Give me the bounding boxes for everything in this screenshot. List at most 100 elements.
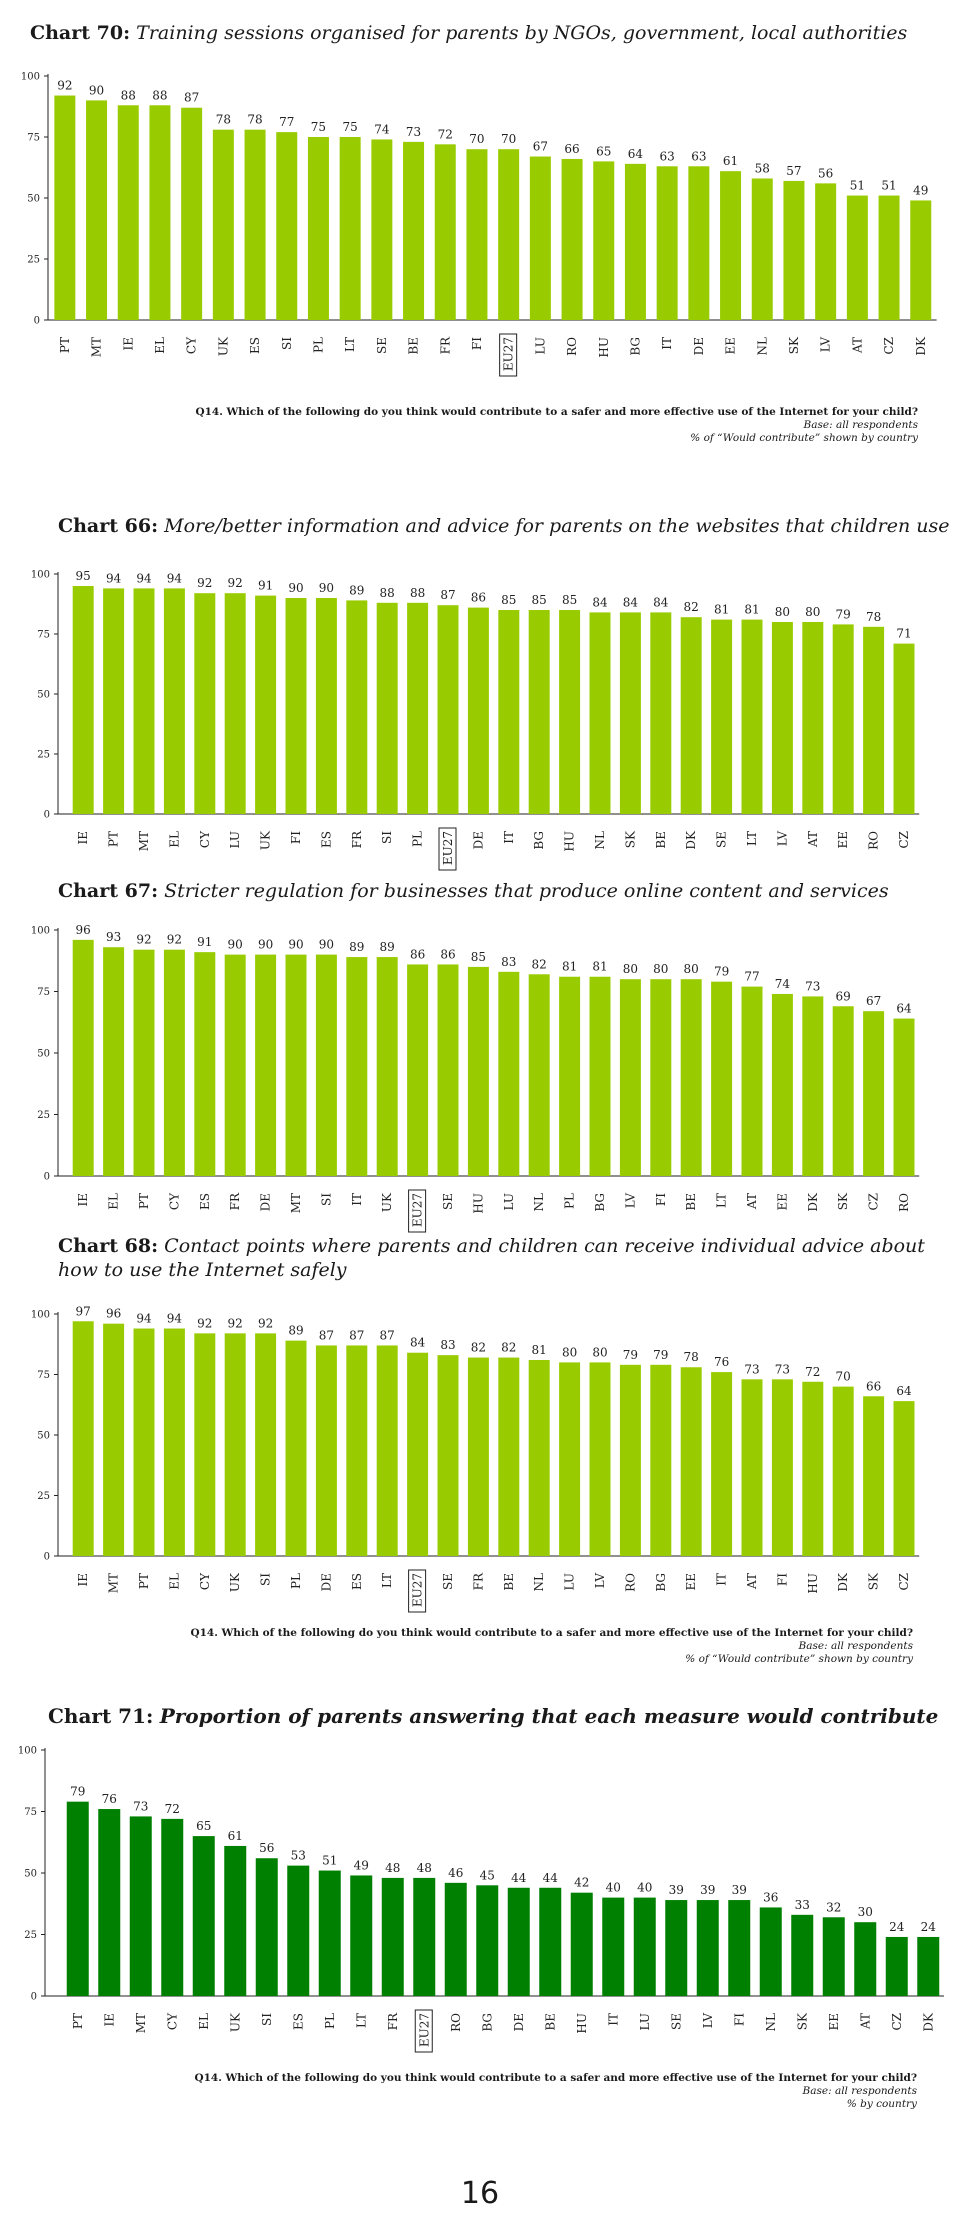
data-label: 90 bbox=[288, 938, 303, 952]
data-label: 85 bbox=[471, 950, 486, 964]
data-label: 69 bbox=[836, 989, 851, 1003]
data-label: 84 bbox=[623, 595, 639, 609]
category-label-group: AT bbox=[858, 2013, 872, 2030]
bar bbox=[593, 161, 615, 320]
bar bbox=[437, 964, 459, 1176]
category-label-group: CZ bbox=[897, 831, 911, 849]
x-tick-label: LU bbox=[502, 1193, 516, 1210]
category-label-group: MT bbox=[107, 1573, 121, 1593]
data-label: 40 bbox=[606, 1881, 621, 1895]
x-tick-label: EE bbox=[836, 831, 850, 849]
bar bbox=[656, 166, 678, 320]
category-label-group: SI bbox=[319, 1193, 333, 1206]
category-label-group: DK bbox=[806, 1192, 820, 1212]
x-tick-label: PT bbox=[137, 1193, 151, 1209]
data-label: 84 bbox=[410, 1336, 426, 1350]
category-label-group: FR bbox=[228, 1192, 242, 1210]
chart-title: Chart 70: Training sessions organised fo… bbox=[30, 22, 907, 44]
x-tick-label: SK bbox=[867, 1572, 881, 1590]
x-tick-label: ES bbox=[248, 337, 262, 354]
bar bbox=[680, 1367, 702, 1556]
bar bbox=[163, 588, 185, 814]
category-label-group: LT bbox=[354, 2013, 368, 2028]
data-label: 82 bbox=[532, 957, 547, 971]
bar bbox=[339, 137, 361, 320]
bar bbox=[619, 979, 641, 1176]
x-tick-label: SI bbox=[280, 337, 294, 350]
data-label: 58 bbox=[755, 161, 770, 175]
x-tick-label: LV bbox=[701, 2013, 715, 2029]
x-tick-label: LT bbox=[354, 2013, 368, 2028]
data-label: 85 bbox=[501, 593, 516, 607]
x-tick-label: EU27 bbox=[417, 2013, 431, 2047]
data-label: 64 bbox=[628, 147, 644, 161]
category-label-group: EU27 bbox=[408, 1189, 427, 1233]
x-tick-label: SI bbox=[319, 1193, 333, 1206]
data-label: 84 bbox=[592, 595, 608, 609]
y-tick-label: 75 bbox=[37, 630, 50, 641]
bar bbox=[539, 1887, 562, 1996]
data-label: 80 bbox=[623, 962, 638, 976]
data-label: 39 bbox=[669, 1883, 684, 1897]
bar bbox=[528, 1359, 550, 1556]
category-label-group: PL bbox=[311, 337, 325, 353]
bar bbox=[467, 607, 489, 814]
data-label: 83 bbox=[501, 955, 516, 969]
data-label: 66 bbox=[866, 1379, 881, 1393]
category-label-group: CZ bbox=[867, 1193, 881, 1211]
x-tick-label: SE bbox=[375, 337, 389, 354]
data-label: 90 bbox=[258, 938, 273, 952]
x-tick-label: EE bbox=[684, 1573, 698, 1591]
bar bbox=[910, 200, 932, 320]
category-label-group: BG bbox=[654, 1573, 668, 1592]
data-label: 92 bbox=[57, 79, 72, 93]
y-tick-label: 75 bbox=[37, 987, 50, 998]
x-tick-label: LT bbox=[343, 337, 357, 352]
bar bbox=[570, 1892, 593, 1996]
x-tick-label: MT bbox=[134, 2013, 148, 2033]
data-label: 66 bbox=[564, 142, 579, 156]
category-label-group: ES bbox=[291, 2013, 305, 2030]
x-tick-label: BE bbox=[543, 2013, 557, 2031]
category-label-group: SI bbox=[259, 1573, 273, 1586]
bar bbox=[163, 949, 185, 1176]
data-label: 82 bbox=[501, 1341, 516, 1355]
x-tick-label: EL bbox=[167, 1573, 181, 1590]
x-tick-label: PT bbox=[71, 2013, 85, 2029]
bar bbox=[696, 1900, 719, 1996]
bar bbox=[466, 149, 488, 320]
category-label-group: DE bbox=[512, 2013, 526, 2031]
category-label-group: UK bbox=[216, 336, 230, 356]
category-label-group: FI bbox=[470, 337, 484, 350]
chart-title: Chart 68: Contact points where parents a… bbox=[58, 1234, 925, 1282]
chart-panel-68: Chart 68: Contact points where parents a… bbox=[0, 1230, 960, 1690]
x-tick-label: FR bbox=[386, 2012, 400, 2030]
footnote-pct: % of “Would contribute” shown by country bbox=[685, 1653, 913, 1665]
bar bbox=[129, 1816, 152, 1996]
x-tick-label: FR bbox=[438, 336, 452, 354]
footnote-base: Base: all respondents bbox=[798, 1640, 913, 1652]
bar bbox=[276, 132, 298, 320]
bar bbox=[507, 1887, 530, 1996]
x-tick-label: FI bbox=[470, 337, 484, 350]
bar bbox=[711, 1372, 733, 1556]
data-label: 97 bbox=[76, 1304, 91, 1318]
data-label: 92 bbox=[258, 1316, 273, 1330]
footnote-base: Base: all respondents bbox=[802, 2085, 917, 2097]
bar bbox=[181, 107, 203, 320]
data-label: 88 bbox=[152, 88, 167, 102]
bar bbox=[376, 957, 398, 1176]
bar bbox=[680, 617, 702, 814]
data-label: 82 bbox=[684, 600, 699, 614]
bar bbox=[307, 137, 329, 320]
data-label: 89 bbox=[349, 940, 364, 954]
bar bbox=[759, 1907, 782, 1996]
bar bbox=[832, 1006, 854, 1176]
x-tick-label: LV bbox=[623, 1193, 637, 1209]
data-label: 92 bbox=[228, 576, 243, 590]
x-tick-label: SE bbox=[441, 1193, 455, 1210]
category-label-group: UK bbox=[228, 2012, 242, 2032]
x-tick-label: IE bbox=[76, 831, 90, 845]
category-label-group: EE bbox=[724, 337, 738, 355]
x-tick-label: PT bbox=[58, 337, 72, 353]
